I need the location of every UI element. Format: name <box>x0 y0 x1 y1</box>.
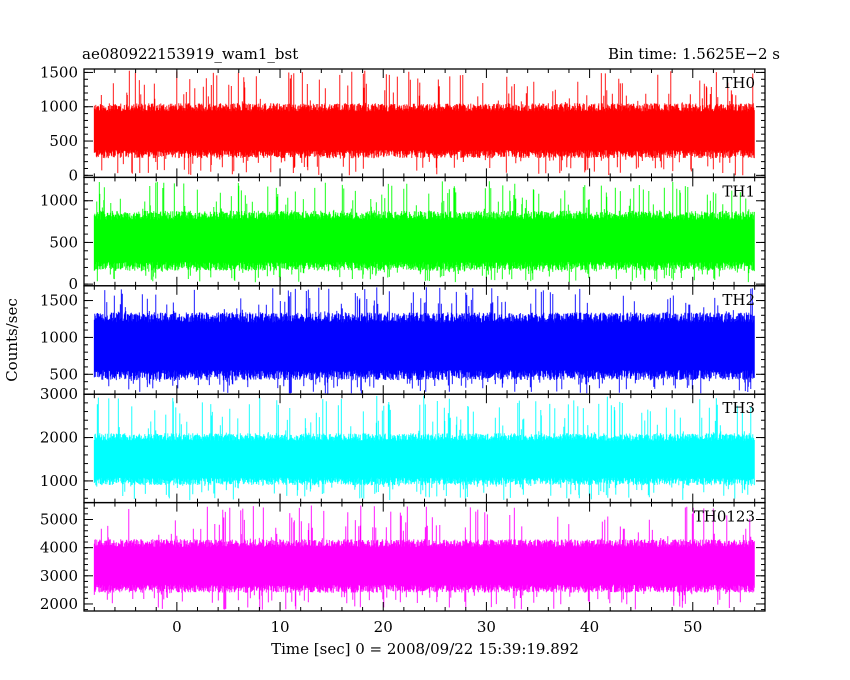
panel-th2: 500 1000 1500 TH2 <box>40 285 766 395</box>
x-tick-label: 20 <box>374 618 393 636</box>
y-tick-label-th2: 1500 <box>40 292 78 310</box>
panel-label-th0123: TH0123 <box>694 508 755 526</box>
chart-title-left: ae080922153919_wam1_bst <box>82 45 298 63</box>
y-tick-label-th0: 1000 <box>40 98 78 116</box>
y-tick-label-th2: 1000 <box>40 328 78 346</box>
series-th2 <box>93 287 755 394</box>
x-tick-label: 0 <box>172 618 182 636</box>
panel-label-th1: TH1 <box>722 182 755 200</box>
x-tick-label: 40 <box>580 618 599 636</box>
panel-th0: 0 500 1000 1500 TH0 <box>40 63 766 184</box>
y-tick-label-th0: 0 <box>68 166 78 184</box>
panel-label-th0: TH0 <box>722 74 755 92</box>
x-axis-label: Time [sec] 0 = 2008/09/22 15:39:19.892 <box>271 640 579 658</box>
y-tick-label-th0123: 5000 <box>40 510 78 528</box>
x-tick-label: 30 <box>477 618 496 636</box>
panel-th1: 0 500 1000 TH1 <box>40 176 766 293</box>
chart-title-right: Bin time: 1.5625E−2 s <box>608 45 780 63</box>
y-tick-label-th2: 500 <box>49 365 78 383</box>
y-tick-label-th1: 0 <box>68 275 78 293</box>
y-tick-label-th1: 500 <box>49 233 78 251</box>
panel-label-th3: TH3 <box>722 399 755 417</box>
y-tick-label-th3: 1000 <box>40 472 78 490</box>
series-th0 <box>93 70 755 176</box>
y-tick-label-th0123: 2000 <box>40 595 78 613</box>
series-th3 <box>93 395 755 501</box>
y-tick-label-th0: 500 <box>49 132 78 150</box>
panel-th3: 1000 2000 3000 TH3 <box>40 385 766 504</box>
series-th0123 <box>93 505 755 610</box>
series-th1 <box>93 181 755 283</box>
y-tick-label-th0123: 4000 <box>40 539 78 557</box>
x-tick-label: 50 <box>683 618 702 636</box>
y-axis-label: Counts/sec <box>3 298 21 382</box>
y-tick-label-th1: 1000 <box>40 192 78 210</box>
x-tick-label: 10 <box>270 618 289 636</box>
y-tick-label-th0123: 3000 <box>40 567 78 585</box>
panel-th0123: 2000 3000 4000 5000 TH0123 <box>40 501 766 613</box>
y-tick-label-th3: 2000 <box>40 429 78 447</box>
y-tick-label-th0: 1500 <box>40 63 78 81</box>
y-tick-label-th3: 3000 <box>40 385 78 403</box>
panel-label-th2: TH2 <box>722 291 755 309</box>
